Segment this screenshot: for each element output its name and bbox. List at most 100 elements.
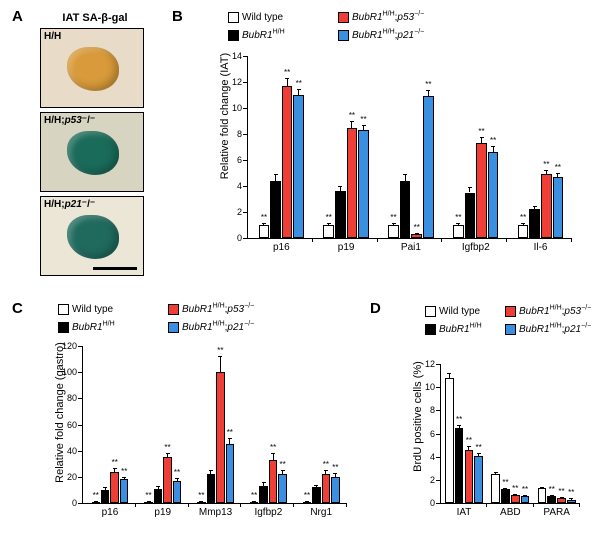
significance-mark: ** [321,213,336,222]
tissue-shape [67,215,119,259]
error-cap [569,498,573,499]
error-cap [362,125,366,126]
error-cap [252,501,256,502]
error-cap [285,78,289,79]
significance-mark: ** [472,443,485,452]
image-tag: H/H [44,31,61,42]
legend-label: Wild type [439,306,480,317]
legend-label: BubR1H/H;p21−/− [182,322,254,333]
bar [110,472,118,503]
error-cap [305,501,309,502]
bar [293,95,304,238]
x-category-label: p16 [92,507,129,518]
panel-b-label: B [172,8,183,25]
error-cap [327,223,331,224]
error-cap [122,477,126,478]
x-category-label: ABD [491,507,529,518]
error-cap [103,487,107,488]
error-cap [297,89,301,90]
bar [163,457,171,503]
error-cap [540,487,544,488]
tissue-image: H/H;p53⁻/⁻ [40,112,144,192]
bar [465,193,476,239]
panel-a-title: IAT SA-β-gal [40,12,150,24]
bar [423,96,434,238]
legend-b: Wild typeBubR1H/H;p53−/−BubR1H/HBubR1H/H… [228,8,448,43]
legend-swatch [425,324,436,335]
error-cap [262,482,266,483]
panel-a: IAT SA-β-gal H/H H/H;p53⁻/⁻ H/H;p21⁻/⁻ [40,12,150,276]
error-bar [287,78,288,86]
error-cap [491,146,495,147]
error-cap [415,233,419,234]
error-cap [560,497,564,498]
error-cap [166,453,170,454]
chart-b: 02468101214Relative fold change (IAT)p16… [215,50,575,260]
bar [511,495,520,503]
panel-a-label: A [12,8,23,25]
x-category-label: Pai1 [388,242,433,253]
x-category-label: Igfbp2 [250,507,287,518]
legend-swatch [425,306,436,317]
legend-label: Wild type [72,304,113,315]
error-cap [467,446,471,447]
significance-mark: ** [516,213,531,222]
error-cap [426,90,430,91]
bar [216,372,224,503]
bar [453,225,464,238]
bar [541,174,552,238]
legend-label: BubR1H/H [439,324,482,335]
significance-mark: ** [421,80,436,89]
error-cap [147,501,151,502]
error-cap [513,494,517,495]
bar [335,191,346,238]
bar [553,177,564,238]
bar [411,234,422,238]
figure: A IAT SA-β-gal H/H H/H;p53⁻/⁻ H/H;p21⁻/⁻ B… [0,0,600,553]
bar [207,474,215,503]
bar [226,444,234,503]
bar [259,225,270,238]
error-cap [274,174,278,175]
tissue-shape [67,131,119,175]
legend-c: Wild typeBubR1H/H;p53−/−BubR1H/HBubR1H/H… [58,300,278,335]
panel-d-label: D [370,300,381,317]
bar [521,496,530,503]
bar [270,181,281,238]
legend-label: BubR1H/H;p53−/− [352,12,424,23]
error-cap [521,223,525,224]
legend-swatch [168,322,179,333]
legend-swatch [338,12,349,23]
significance-mark: ** [214,346,226,355]
significance-mark: ** [276,460,288,469]
image-tag: H/H;p21⁻/⁻ [44,199,95,210]
legend-label: BubR1H/H;p21−/− [519,324,591,335]
significance-mark: ** [257,213,272,222]
error-cap [338,186,342,187]
error-cap [403,174,407,175]
error-cap [94,501,98,502]
error-cap [556,173,560,174]
significance-mark: ** [386,213,401,222]
x-category-label: Nrg1 [303,507,340,518]
error-cap [314,485,318,486]
error-cap [477,453,481,454]
bar [323,225,334,238]
x-category-label: p16 [259,242,304,253]
error-cap [281,470,285,471]
legend-label: BubR1H/H [242,30,285,41]
tissue-image: H/H [40,28,144,108]
bar [474,456,483,503]
significance-mark: ** [118,467,130,476]
significance-mark: ** [474,127,489,136]
legend-label: BubR1H/H [72,322,115,333]
error-cap [113,468,117,469]
error-cap [456,223,460,224]
error-cap [494,472,498,473]
bar [547,496,556,503]
x-category-label: Mmp13 [197,507,234,518]
legend-label: Wild type [242,12,283,23]
bar [388,225,399,238]
x-category-label: p19 [323,242,368,253]
error-cap [271,453,275,454]
